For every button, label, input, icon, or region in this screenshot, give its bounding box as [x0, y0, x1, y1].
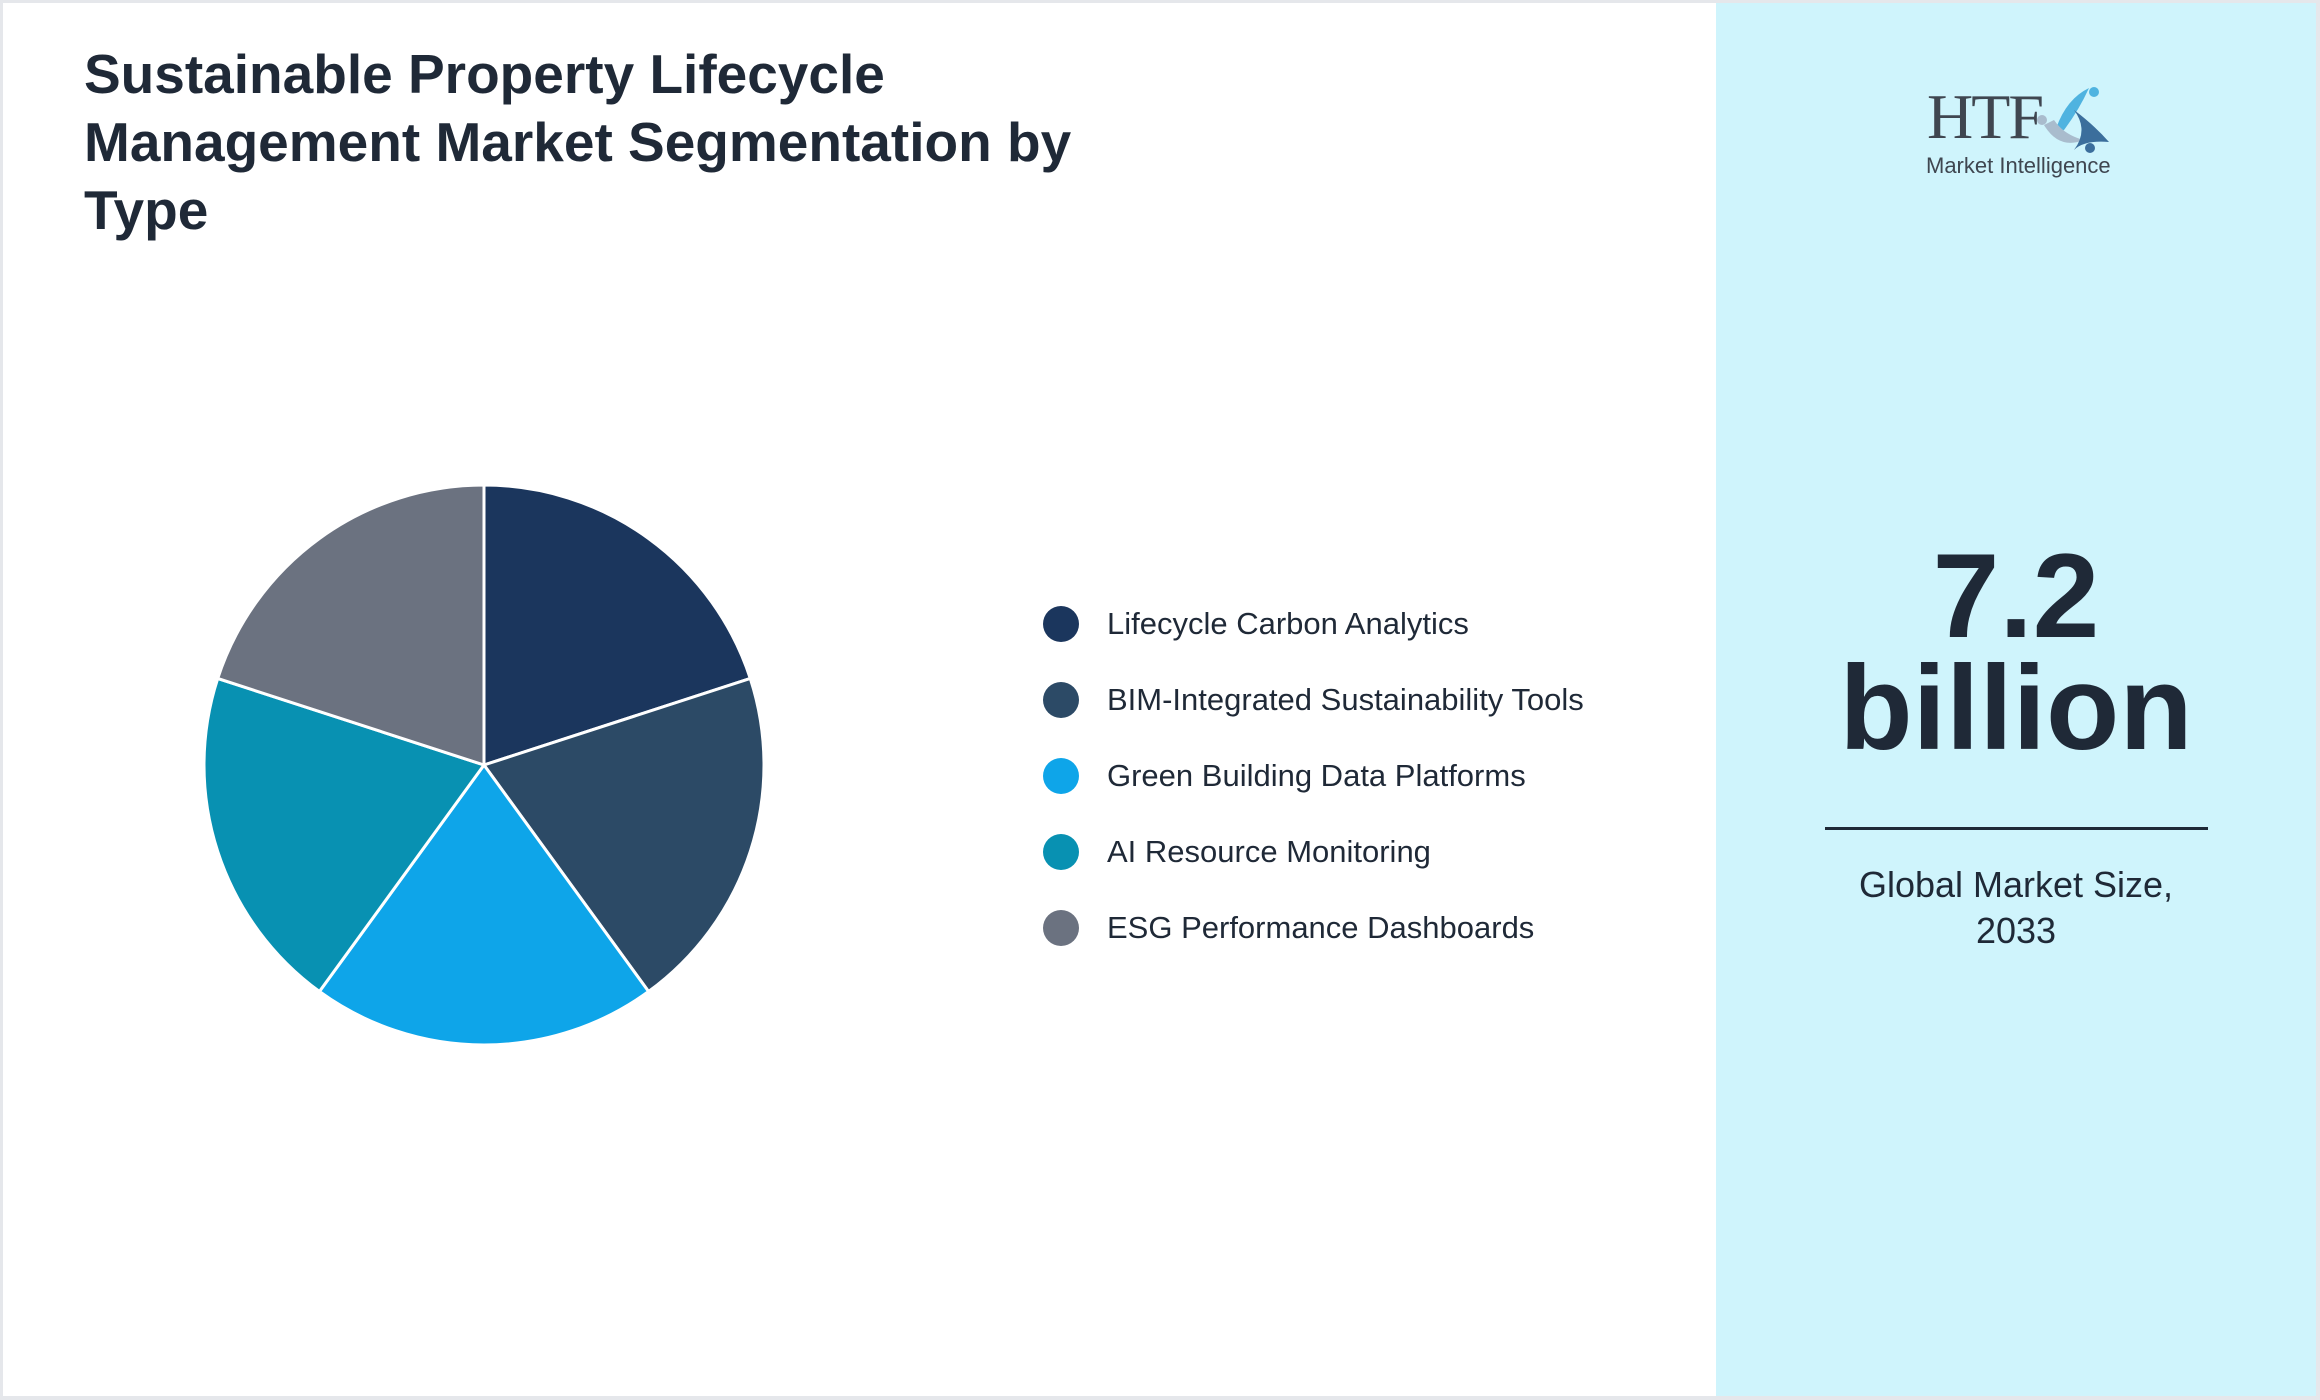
market-size-value: 7.2 billion — [1716, 529, 2316, 775]
logo-people-icon — [2037, 87, 2109, 153]
legend-label: BIM-Integrated Sustainability Tools — [1107, 682, 1584, 717]
legend-item: Green Building Data Platforms — [1043, 738, 1584, 814]
legend-swatch — [1043, 758, 1079, 794]
market-size-unit: billion — [1839, 641, 2193, 775]
legend-swatch — [1043, 910, 1079, 946]
legend-item: AI Resource Monitoring — [1043, 814, 1584, 890]
pie-chart — [202, 483, 766, 1047]
legend-item: ESG Performance Dashboards — [1043, 890, 1584, 966]
legend-swatch — [1043, 682, 1079, 718]
legend-label: Green Building Data Platforms — [1107, 758, 1526, 793]
divider — [1825, 827, 2208, 830]
chart-title: Sustainable Property Lifecycle Managemen… — [84, 43, 1072, 241]
legend-swatch — [1043, 834, 1079, 870]
logo-tagline: Market Intelligence — [1926, 153, 2111, 178]
legend-label: AI Resource Monitoring — [1107, 834, 1431, 869]
htf-logo: HTF Market Intelligence — [1922, 80, 2112, 190]
legend-label: ESG Performance Dashboards — [1107, 910, 1535, 945]
legend: Lifecycle Carbon Analytics BIM-Integrated… — [1043, 586, 1584, 966]
market-size-number: 7.2 — [1932, 529, 2100, 663]
pie-slice-green-building-data-platforms — [317, 762, 651, 1047]
logo-mark: HTF — [1927, 81, 2044, 152]
pie-slice-ai-resource-monitoring — [202, 676, 487, 994]
legend-item: BIM-Integrated Sustainability Tools — [1043, 662, 1584, 738]
legend-label: Lifecycle Carbon Analytics — [1107, 606, 1469, 641]
legend-swatch — [1043, 606, 1079, 642]
pie-slice-esg-performance-dashboards — [215, 483, 486, 768]
market-size-panel — [1716, 3, 2316, 1396]
market-size-caption: Global Market Size, 2033 — [1716, 862, 2316, 954]
caption-label: Global Market Size, — [1858, 864, 2174, 905]
legend-item: Lifecycle Carbon Analytics — [1043, 586, 1584, 662]
pie-slice-bim-integrated-sustainability-tools — [481, 676, 766, 994]
pie-slice-lifecycle-carbon-analytics — [482, 483, 753, 768]
caption-year: 2033 — [1975, 910, 2057, 951]
